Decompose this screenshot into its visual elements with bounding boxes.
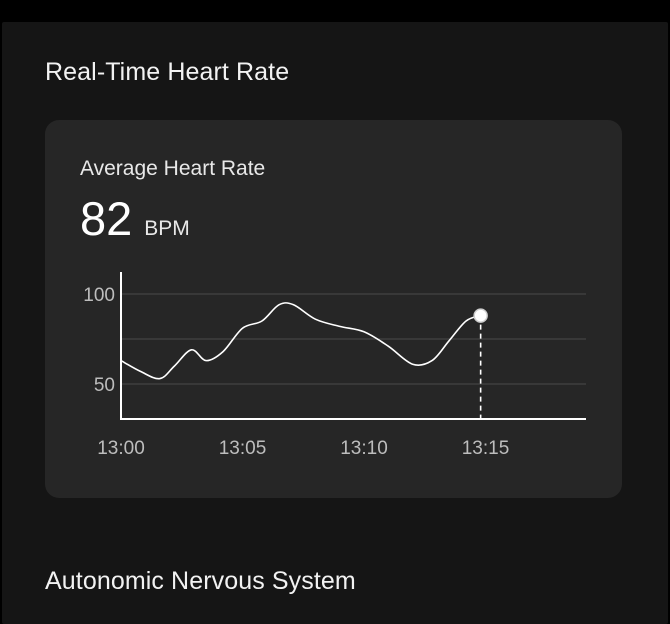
x-tick-label: 13:15 (462, 438, 510, 459)
y-tick-label: 100 (83, 285, 115, 306)
heart-rate-card[interactable] (45, 120, 622, 498)
y-tick-label: 50 (94, 375, 115, 396)
average-heart-rate-label: Average Heart Rate (80, 157, 266, 180)
heart-rate-line (120, 302, 482, 380)
x-tick-label: 13:10 (340, 438, 388, 459)
x-tick-label: 13:00 (97, 438, 145, 459)
current-value-point[interactable] (473, 308, 488, 323)
heart-rate-readout: 82 BPM (80, 195, 190, 242)
section-title-autonomic-nervous-system: Autonomic Nervous System (45, 567, 356, 595)
section-title-realtime-heart-rate: Real-Time Heart Rate (45, 58, 290, 86)
heart-rate-unit: BPM (144, 217, 190, 240)
x-tick-label: 13:05 (219, 438, 267, 459)
heart-rate-value: 82 (80, 192, 133, 245)
